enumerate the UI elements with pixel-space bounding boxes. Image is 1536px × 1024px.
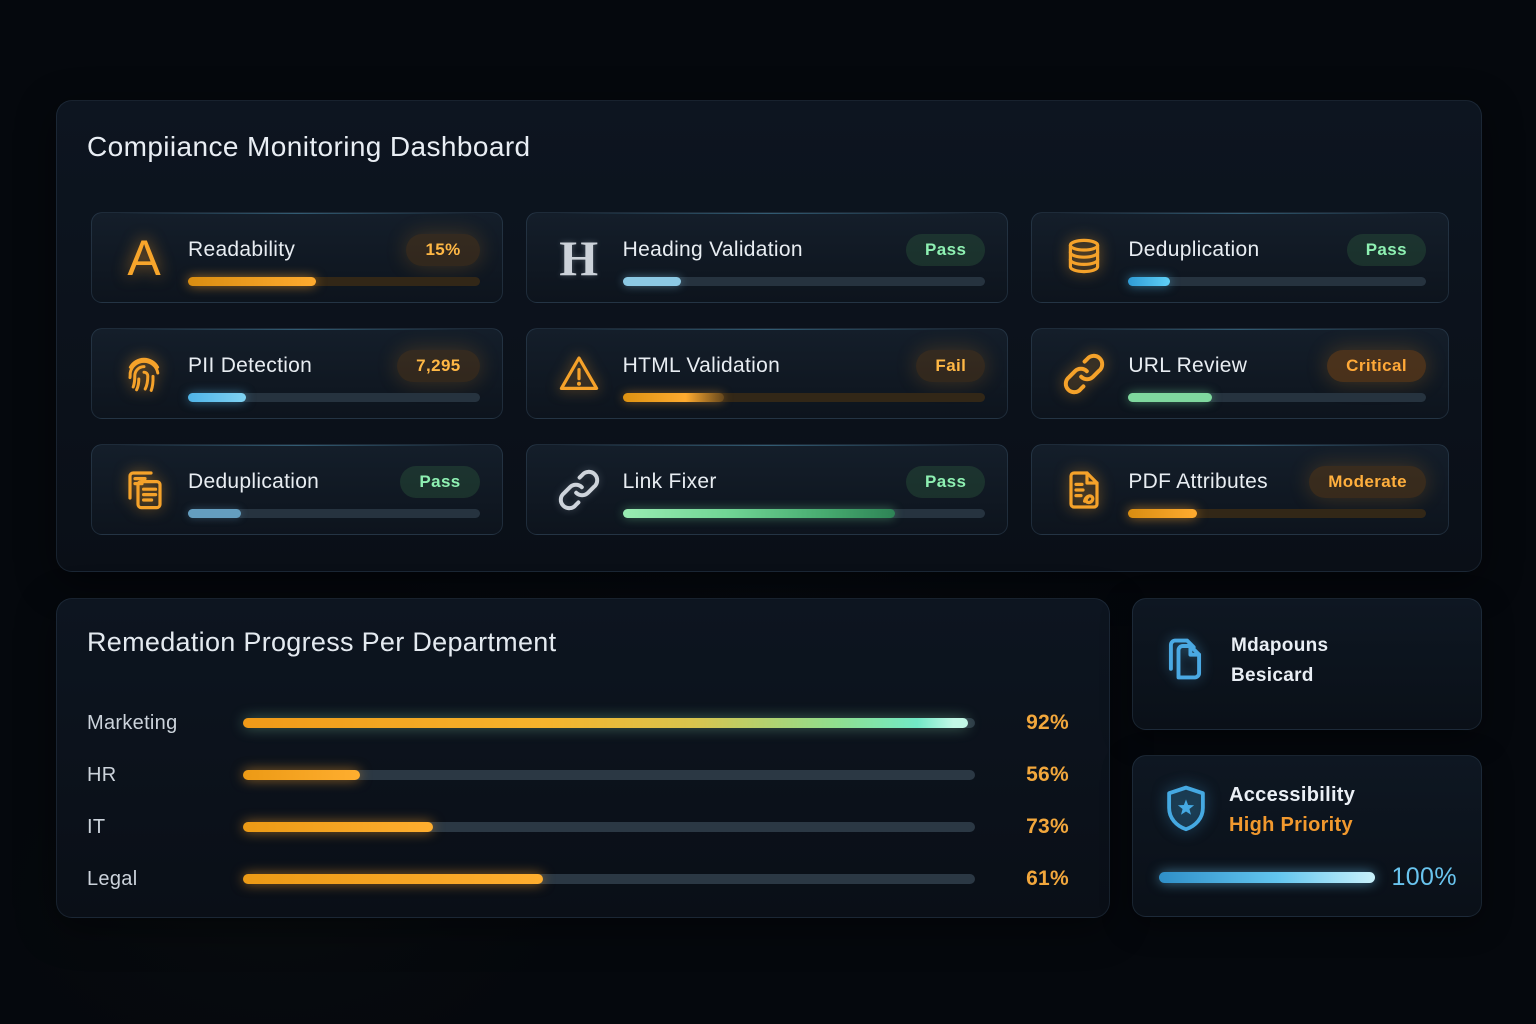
progress-value: 73% [1026,815,1069,838]
department-label: IT [87,815,106,838]
link-icon [551,466,607,514]
department-row-it: IT 73% [87,801,1069,853]
progress-bar [188,276,480,286]
card-pdf-attributes[interactable]: PDF Attributes Moderate [1031,444,1449,535]
department-label: Marketing [87,711,178,734]
card-title: URL Review [1128,353,1248,377]
documents-card-line1: Mdapouns [1231,634,1329,656]
progress-bar [243,874,975,884]
progress-bar [243,718,975,728]
progress-value: 100% [1391,863,1457,891]
letter-a-icon: A [127,229,161,286]
status-badge: Moderate [1309,465,1426,498]
status-badge: Pass [906,465,986,498]
fingerprint-icon [116,350,172,398]
card-deduplication-pages[interactable]: Deduplication Pass [91,444,503,535]
documents-card-line2: Besicard [1231,665,1314,686]
department-label: HR [87,763,117,786]
page-title: Compiiance Monitoring Dashboard [87,131,531,162]
card-title: Heading Validation [622,237,803,261]
progress-bar [622,508,986,518]
status-badge: Critical [1327,349,1426,382]
card-title: Deduplication [1128,237,1260,261]
progress-value: 56% [1026,763,1069,786]
link-icon [1056,350,1112,398]
card-deduplication-db[interactable]: Deduplication Pass [1031,212,1449,303]
pdf-document-icon [1056,466,1112,514]
shield-star-icon [1159,782,1215,841]
card-link-fixer[interactable]: Link Fixer Pass [525,444,1009,535]
progress-bar [243,822,975,832]
progress-bar [1128,392,1426,402]
database-icon [1056,234,1112,282]
department-row-hr: HR 56% [87,749,1069,801]
status-badge: 15% [406,233,480,266]
letter-h-icon: H [559,229,599,286]
card-heading-validation[interactable]: H Heading Validation Pass [525,212,1009,303]
progress-bar [1159,872,1376,883]
card-html-validation[interactable]: HTML Validation Fail [525,328,1009,419]
card-title: PDF Attributes [1128,469,1268,493]
progress-bar [622,276,986,286]
documents-card[interactable]: Mdapouns Besicard [1132,598,1482,730]
progress-bar [188,508,480,518]
department-label: Legal [87,867,138,890]
accessibility-priority-label: High Priority [1229,814,1353,836]
department-progress-panel: Remedation Progress Per Department Marke… [56,598,1110,918]
card-title: HTML Validation [622,353,781,377]
progress-bar [188,392,480,402]
section-title: Remedation Progress Per Department [87,627,557,657]
department-row-marketing: Marketing 92% [87,697,1069,749]
progress-bar [1128,276,1426,286]
warning-triangle-icon [551,350,607,398]
card-pii-detection[interactable]: PII Detection 7,295 [91,328,503,419]
status-badge: Pass [1346,233,1426,266]
status-badge: Pass [906,233,986,266]
card-title: PII Detection [188,353,313,377]
card-url-review[interactable]: URL Review Critical [1031,328,1449,419]
copy-pages-icon [116,466,172,514]
documents-icon [1159,633,1215,690]
check-cards-grid: A Readability 15% H Heading Validation P… [91,212,1449,535]
progress-value: 61% [1026,867,1069,890]
progress-bar [243,770,975,780]
compliance-panel: Compiiance Monitoring Dashboard A Readab… [56,100,1482,572]
progress-bar [622,392,986,402]
department-row-legal: Legal 61% [87,853,1069,905]
status-badge: Fail [916,349,986,382]
card-title: Deduplication [188,469,320,493]
card-title: Readability [188,237,296,261]
progress-value: 92% [1026,711,1069,734]
status-badge: Pass [400,465,480,498]
card-title: Link Fixer [622,469,717,493]
status-badge: 7,295 [397,349,480,382]
card-readability[interactable]: A Readability 15% [91,212,503,303]
accessibility-title: Accessibility [1229,784,1356,806]
accessibility-card[interactable]: Accessibility High Priority 100% [1132,755,1482,917]
department-rows: Marketing 92% HR 56% IT 73% Legal [87,697,1069,905]
progress-bar [1128,508,1426,518]
